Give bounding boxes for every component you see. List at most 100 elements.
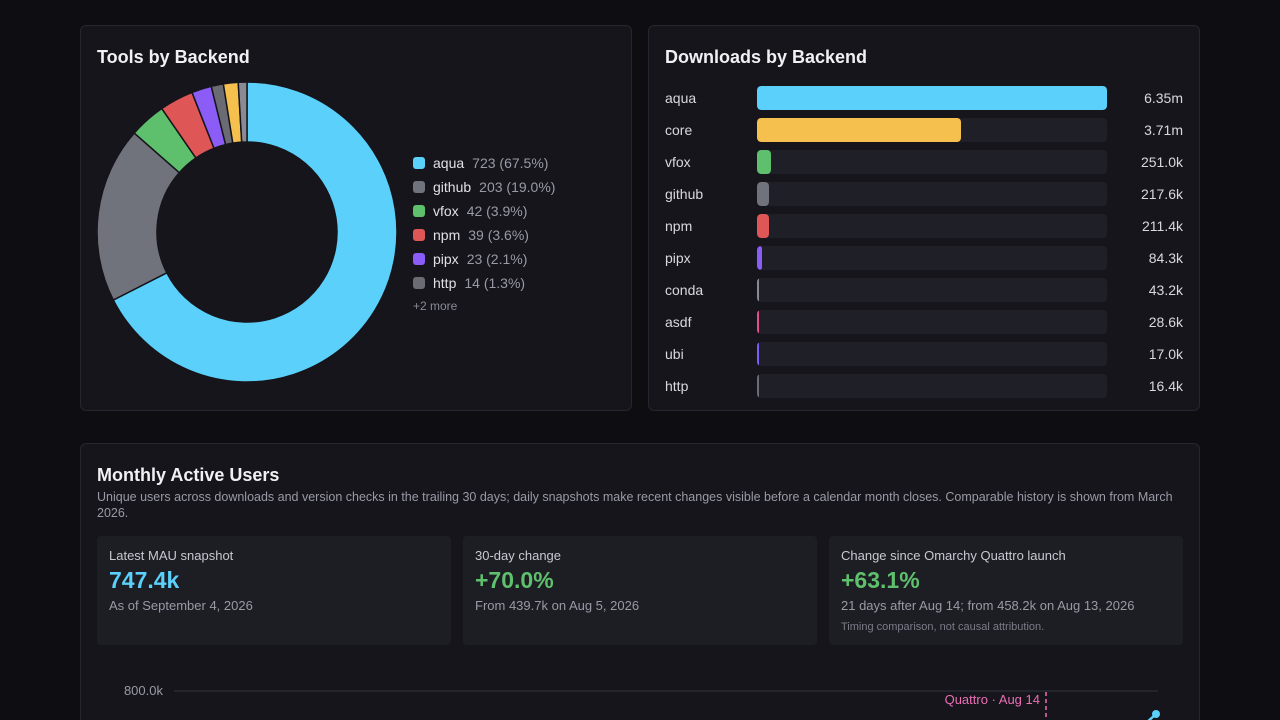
bar-label: asdf — [665, 314, 692, 330]
mau-card-title: Monthly Active Users — [97, 465, 280, 485]
legend-item-npm[interactable]: npm 39 (3.6%) — [413, 223, 555, 247]
legend-label: http — [433, 275, 457, 291]
legend-swatch — [413, 181, 425, 193]
stat-subtext: 21 days after Aug 14; from 458.2k on Aug… — [841, 598, 1135, 613]
legend-item-http[interactable]: http 14 (1.3%) — [413, 271, 555, 295]
legend-value: 203 (19.0%) — [479, 179, 556, 195]
bar-label: conda — [665, 282, 704, 298]
legend-item-aqua[interactable]: aqua 723 (67.5%) — [413, 151, 555, 175]
bar-fill-asdf — [757, 310, 759, 334]
bar-row-pipx[interactable]: pipx 84.3k — [665, 242, 1183, 274]
legend-value: 723 (67.5%) — [472, 155, 549, 171]
stat-value: +70.0% — [475, 567, 554, 593]
legend-label: pipx — [433, 251, 459, 267]
bar-value: 211.4k — [1142, 218, 1183, 234]
bar-label: ubi — [665, 346, 684, 362]
bar-fill-github — [757, 182, 769, 206]
bar-label: core — [665, 122, 693, 138]
stat-note: Timing comparison, not causal attributio… — [841, 621, 1045, 633]
stat-value: 747.4k — [109, 567, 180, 593]
bar-track — [757, 374, 1107, 398]
bar-fill-vfox — [757, 150, 771, 174]
bar-fill-conda — [757, 278, 760, 302]
bar-track — [757, 86, 1107, 110]
mau-latest-point[interactable] — [1152, 710, 1160, 718]
bar-label: npm — [665, 218, 693, 234]
legend-label: npm — [433, 227, 461, 243]
bar-value: 6.35m — [1144, 90, 1183, 106]
bar-fill-aqua — [757, 86, 1107, 110]
bar-fill-pipx — [757, 246, 762, 270]
bar-value: 16.4k — [1148, 378, 1183, 394]
bar-row-ubi[interactable]: ubi 17.0k — [665, 338, 1183, 370]
legend-item-vfox[interactable]: vfox 42 (3.9%) — [413, 199, 555, 223]
donut-slice-aqua[interactable] — [112, 82, 397, 382]
stat-30-day-change: 30-day change +70.0% From 439.7k on Aug … — [463, 536, 817, 645]
bar-track — [757, 214, 1107, 238]
bar-track — [757, 342, 1107, 366]
bar-fill-core — [757, 118, 962, 142]
bar-track — [757, 310, 1107, 334]
tools-donut-chart — [97, 82, 397, 382]
downloads-bar-chart: aqua 6.35m core 3.71m vfox 251.0k github 217.6k… — [665, 82, 1183, 402]
mau-description: Unique users across downloads and versio… — [97, 490, 1173, 520]
bar-row-github[interactable]: github 217.6k — [665, 178, 1183, 210]
stat-label: Change since Omarchy Quattro launch — [841, 548, 1066, 563]
tools-legend: aqua 723 (67.5%) github 203 (19.0%) vfox 42 (… — [413, 151, 555, 313]
bar-value: 84.3k — [1148, 250, 1183, 266]
monthly-active-users-card: Monthly Active Users Unique users across… — [80, 443, 1200, 720]
quattro-marker-label: Quattro · Aug 14 — [945, 692, 1040, 707]
bar-label: vfox — [665, 154, 691, 170]
bar-track — [757, 150, 1107, 174]
bar-value: 217.6k — [1140, 186, 1183, 202]
y-tick-label: 800.0k — [124, 683, 164, 698]
legend-label: github — [433, 179, 472, 195]
legend-item-pipx[interactable]: pipx 23 (2.1%) — [413, 247, 555, 271]
legend-value: 39 (3.6%) — [468, 227, 529, 243]
donut-slice-other-7[interactable] — [237, 82, 248, 143]
tools-card-title: Tools by Backend — [97, 47, 250, 67]
bar-row-core[interactable]: core 3.71m — [665, 114, 1183, 146]
mau-line-chart: 800.0k Quattro · Aug 14 — [124, 683, 1160, 720]
stat-quattro-change: Change since Omarchy Quattro launch +63.… — [829, 536, 1183, 645]
legend-more-link[interactable]: +2 more — [413, 299, 458, 313]
bar-row-conda[interactable]: conda 43.2k — [665, 274, 1183, 306]
legend-swatch — [413, 277, 425, 289]
bar-row-vfox[interactable]: vfox 251.0k — [665, 146, 1183, 178]
legend-value: 14 (1.3%) — [464, 275, 526, 291]
downloads-by-backend-card: Downloads by Backend aqua 6.35m core 3.71m v… — [648, 25, 1200, 411]
bar-track — [757, 118, 1107, 142]
legend-label: vfox — [433, 203, 459, 219]
bar-label: pipx — [665, 250, 691, 266]
bar-fill-npm — [757, 214, 769, 238]
stat-subtext: As of September 4, 2026 — [109, 598, 253, 613]
bar-fill-ubi — [757, 342, 759, 366]
legend-swatch — [413, 157, 425, 169]
stat-value: +63.1% — [841, 567, 920, 593]
bar-track — [757, 246, 1107, 270]
bar-value: 43.2k — [1148, 282, 1183, 298]
legend-label: aqua — [433, 155, 465, 171]
bar-value: 17.0k — [1148, 346, 1183, 362]
tools-by-backend-card: Tools by Backend aqua 723 (67.5%) github 20… — [80, 25, 632, 411]
legend-item-github[interactable]: github 203 (19.0%) — [413, 175, 555, 199]
bar-label: aqua — [665, 90, 697, 106]
stat-latest-mau: Latest MAU snapshot 747.4k As of Septemb… — [97, 536, 451, 645]
bar-value: 28.6k — [1148, 314, 1183, 330]
bar-row-npm[interactable]: npm 211.4k — [665, 210, 1183, 242]
stat-label: Latest MAU snapshot — [109, 548, 234, 563]
legend-value: 42 (3.9%) — [466, 203, 528, 219]
downloads-card-title: Downloads by Backend — [665, 47, 868, 67]
stat-subtext: From 439.7k on Aug 5, 2026 — [475, 598, 640, 613]
bar-label: github — [665, 186, 704, 202]
bar-row-aqua[interactable]: aqua 6.35m — [665, 82, 1183, 114]
bar-track — [757, 182, 1107, 206]
bar-fill-http — [757, 374, 759, 398]
bar-row-asdf[interactable]: asdf 28.6k — [665, 306, 1183, 338]
bar-label: http — [665, 378, 689, 394]
bar-row-http[interactable]: http 16.4k — [665, 370, 1183, 402]
legend-swatch — [413, 205, 425, 217]
stat-label: 30-day change — [475, 548, 562, 563]
legend-swatch — [413, 253, 425, 265]
legend-value: 23 (2.1%) — [466, 251, 528, 267]
